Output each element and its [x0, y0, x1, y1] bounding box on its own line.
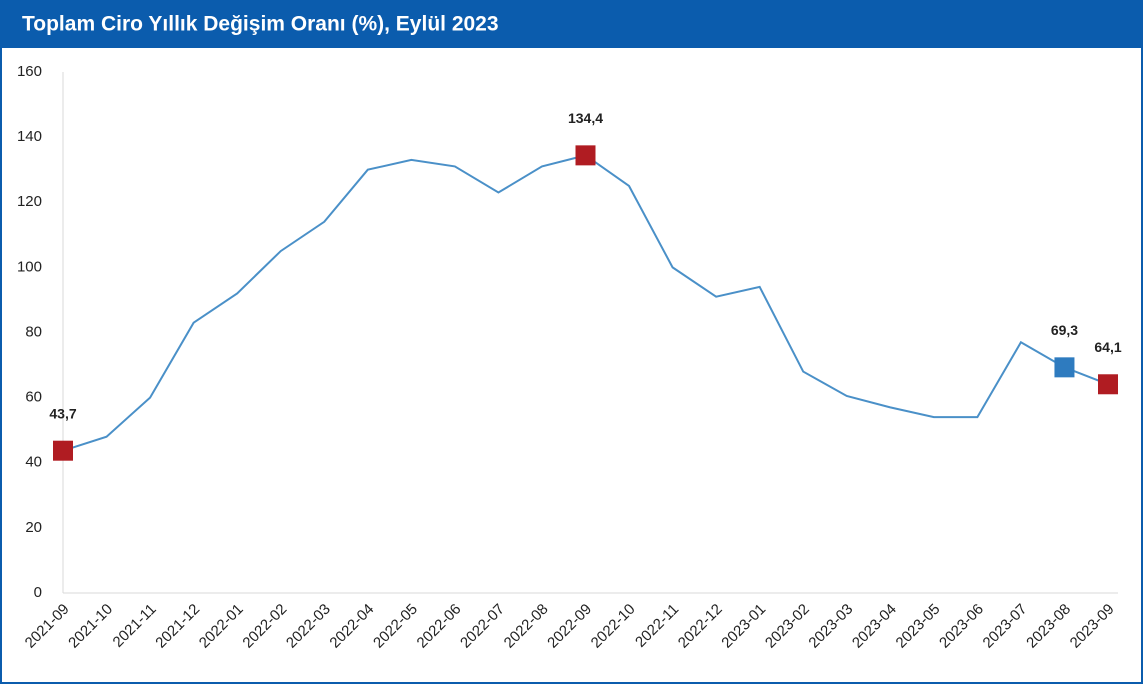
marker [1098, 374, 1118, 395]
marker [53, 440, 73, 461]
y-tick-label: 20 [25, 519, 42, 536]
data-label: 69,3 [1051, 322, 1078, 338]
data-label: 43,7 [49, 405, 76, 421]
chart-title: Toplam Ciro Yıllık Değişim Oranı (%), Ey… [22, 13, 499, 36]
y-tick-label: 80 [25, 323, 42, 340]
y-tick-label: 0 [34, 584, 42, 601]
marker [575, 145, 596, 166]
y-tick-label: 40 [25, 454, 42, 471]
y-tick-label: 140 [17, 128, 42, 145]
data-label: 134,4 [568, 110, 603, 126]
data-label: 64,1 [1094, 339, 1121, 355]
y-tick-label: 120 [17, 193, 42, 210]
y-tick-label: 100 [17, 258, 42, 275]
marker [1054, 357, 1075, 378]
y-tick-label: 160 [17, 63, 42, 80]
title-banner [0, 0, 1143, 48]
y-tick-label: 60 [25, 389, 42, 406]
